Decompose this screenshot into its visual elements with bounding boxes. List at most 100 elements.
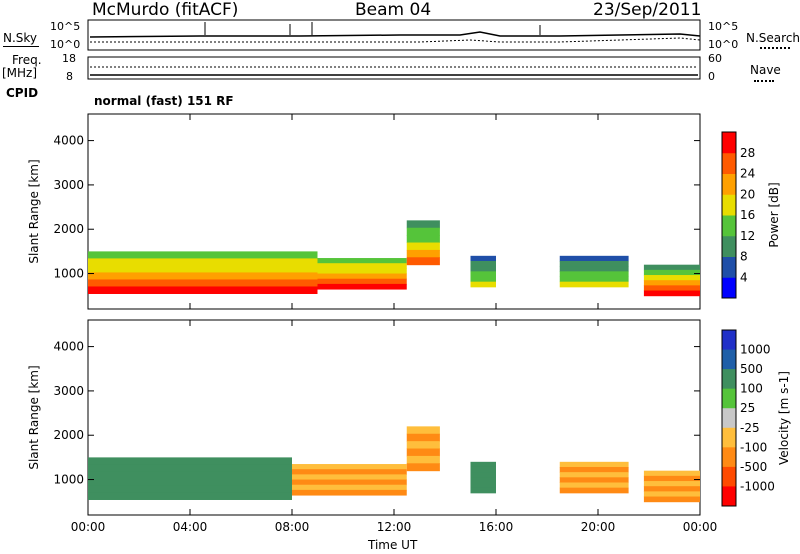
echo-band	[559, 266, 629, 272]
echo-band	[470, 487, 496, 494]
colorbar-segment	[722, 349, 736, 370]
colorbar-tick-label: 12	[740, 229, 755, 243]
echo-band	[643, 269, 700, 276]
freq-label: Freq.	[12, 53, 42, 67]
echo-band	[88, 286, 318, 294]
echo-band	[292, 469, 407, 475]
echo-band	[317, 258, 407, 264]
y-tick-label: 2000	[53, 428, 84, 442]
echo-band	[292, 479, 407, 486]
echo-band	[643, 475, 700, 482]
colorbar-segment	[722, 256, 736, 278]
cpid-text: normal (fast) 151 RF	[94, 94, 234, 108]
echo-band	[470, 281, 496, 288]
station-title: McMurdo (fitACF)	[92, 0, 239, 20]
echo-band	[406, 249, 440, 258]
colorbar-tick-label: 28	[740, 146, 755, 160]
colorbar-title: Velocity [m s-1]	[777, 371, 791, 465]
colorbar-segment	[722, 447, 736, 468]
beam-title: Beam 04	[355, 0, 432, 20]
colorbar-segment	[722, 173, 736, 195]
echo-band	[88, 272, 318, 280]
colorbar-segment	[722, 194, 736, 216]
freq-tick-bottom: 8	[66, 70, 73, 83]
echo-band	[406, 433, 440, 442]
freq-panel-frame	[87, 56, 701, 80]
echo-band	[406, 441, 440, 450]
y-tick-label: 4000	[53, 134, 84, 148]
echo-band	[470, 461, 496, 468]
echo-band	[559, 271, 629, 277]
echo-band	[470, 466, 496, 473]
colorbar-tick-label: -1000	[740, 479, 775, 493]
echo-band	[406, 455, 440, 464]
echo-band	[643, 275, 700, 281]
x-tick-label: 20:00	[581, 520, 616, 534]
colorbar-tick-label: 100	[740, 382, 763, 396]
echo-band	[88, 492, 292, 500]
echo-band	[292, 484, 407, 491]
echo-band	[559, 487, 629, 494]
y-tick-label: 3000	[53, 384, 84, 398]
x-axis-title: Time UT	[368, 538, 418, 552]
y-axis-title: Slant Range [km]	[27, 159, 41, 263]
echo-band	[559, 482, 629, 489]
echo-band	[643, 481, 700, 487]
nsky-underline	[3, 46, 39, 47]
echo-band	[643, 496, 700, 503]
colorbar-tick-label: -25	[740, 421, 760, 435]
colorbar-tick-label: 1000	[740, 343, 771, 357]
echo-band	[470, 276, 496, 283]
nave-label: Nave	[750, 63, 781, 77]
echo-band	[88, 478, 292, 486]
colorbar-segment	[722, 369, 736, 390]
freq-tick-top: 18	[62, 52, 76, 65]
echo-band	[88, 251, 318, 259]
echo-band	[406, 235, 440, 244]
nave-dotted	[754, 80, 774, 82]
echo-band	[88, 258, 318, 266]
colorbar-segment	[722, 330, 736, 351]
noise-tick-right-bottom: 10^0	[708, 38, 739, 51]
echo-band	[559, 276, 629, 283]
echo-band	[406, 242, 440, 251]
echo-band	[88, 471, 292, 479]
echo-band	[406, 426, 440, 435]
velocity-echoes	[88, 426, 700, 503]
colorbar-segment	[722, 132, 736, 154]
echo-band	[470, 266, 496, 272]
colorbar-tick-label: 25	[740, 401, 755, 415]
x-tick-label: 04:00	[173, 520, 208, 534]
echo-band	[470, 260, 496, 267]
echo-band	[643, 470, 700, 477]
echo-band	[559, 260, 629, 267]
colorbar-tick-label: 20	[740, 187, 755, 201]
x-tick-label: 08:00	[275, 520, 310, 534]
noise-tick-left-bottom: 10^0	[50, 38, 81, 51]
echo-band	[559, 461, 629, 468]
colorbar-tick-label: -100	[740, 440, 767, 454]
echo-band	[406, 257, 440, 266]
colorbar-segment	[722, 215, 736, 237]
echo-band	[559, 477, 629, 483]
y-tick-label: 3000	[53, 178, 84, 192]
noise-tick-right-top: 10^5	[708, 20, 739, 33]
echo-band	[292, 474, 407, 481]
echo-band	[88, 464, 292, 472]
colorbar-title: Power [dB]	[767, 182, 781, 247]
echo-band	[406, 463, 440, 472]
velocity-axes: 1000 2000 3000 4000 00:00 04:00 08:00 12:00 16:0…	[27, 320, 717, 534]
nsearch-dotted	[760, 47, 790, 49]
echo-band	[317, 263, 407, 269]
echo-band	[88, 279, 318, 287]
echo-band	[88, 265, 318, 273]
colorbar-frame	[721, 131, 737, 299]
nsearch-trace	[90, 37, 701, 43]
y-axis-title: Slant Range [km]	[27, 365, 41, 469]
echo-band	[317, 278, 407, 285]
echo-band	[317, 273, 407, 280]
echo-band	[470, 255, 496, 262]
colorbar-frame	[721, 329, 737, 507]
noise-panel-frame	[87, 19, 701, 51]
